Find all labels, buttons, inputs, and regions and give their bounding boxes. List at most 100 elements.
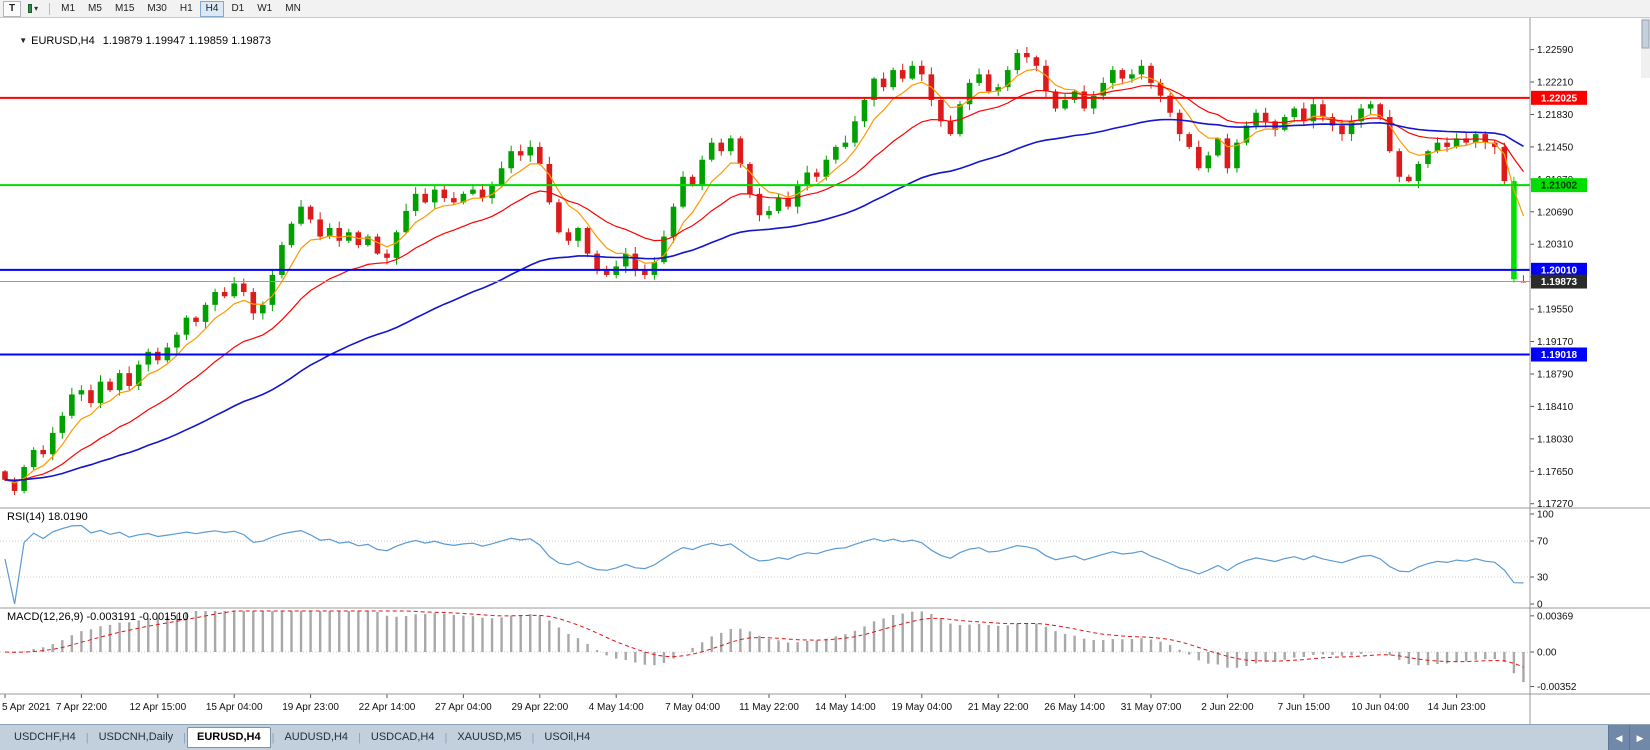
svg-text:19 May 04:00: 19 May 04:00: [891, 702, 952, 713]
tab-usdchf-h4[interactable]: USDCHF,H4: [14, 731, 76, 743]
horizontal-lines-layer[interactable]: [0, 96, 1530, 356]
svg-text:1.20690: 1.20690: [1537, 207, 1574, 218]
tab-separator: |: [444, 731, 448, 744]
svg-text:1.19018: 1.19018: [1541, 350, 1578, 361]
tab-usdcnh-daily[interactable]: USDCNH,Daily: [98, 731, 174, 743]
tab-usoil-h4[interactable]: USOil,H4: [544, 731, 591, 743]
templates-button[interactable]: T: [3, 0, 22, 17]
price-label-1.22025[interactable]: [1531, 90, 1587, 105]
svg-text:26 May 14:00: 26 May 14:00: [1044, 702, 1105, 713]
svg-text:1.22590: 1.22590: [1537, 45, 1574, 56]
svg-text:22 Apr 14:00: 22 Apr 14:00: [359, 702, 416, 713]
vertical-scrollbar-thumb[interactable]: [1641, 19, 1650, 49]
svg-text:7 Apr 22:00: 7 Apr 22:00: [56, 702, 108, 713]
svg-text:1.21830: 1.21830: [1537, 110, 1574, 121]
price-label-1.20010[interactable]: [1531, 262, 1587, 277]
price-labels-layer[interactable]: 1.22025 1.21002 1.20010 1.19018 1.19873: [1531, 90, 1587, 362]
svg-text:1.19550: 1.19550: [1537, 305, 1574, 316]
timeframe-button-m15[interactable]: M15: [109, 1, 140, 17]
svg-text:2 Jun 22:00: 2 Jun 22:00: [1201, 702, 1254, 713]
svg-text:27 Apr 04:00: 27 Apr 04:00: [435, 702, 492, 713]
svg-text:1.20010: 1.20010: [1541, 265, 1578, 276]
tab-scroll-right-button[interactable]: ▶: [1629, 725, 1650, 750]
svg-text:100: 100: [1537, 510, 1554, 521]
timeframe-button-w1[interactable]: W1: [251, 1, 278, 17]
svg-text:1.17650: 1.17650: [1537, 467, 1574, 478]
price-label-1.19018[interactable]: [1531, 347, 1587, 362]
svg-text:1.20310: 1.20310: [1537, 240, 1574, 251]
svg-text:19 Apr 23:00: 19 Apr 23:00: [282, 702, 339, 713]
svg-text:7 Jun 15:00: 7 Jun 15:00: [1278, 702, 1331, 713]
svg-text:1.19873: 1.19873: [1541, 277, 1578, 288]
svg-text:1.21450: 1.21450: [1537, 142, 1574, 153]
tab-scroll-left-button[interactable]: ◀: [1608, 725, 1629, 750]
tab-scroll-arrows: ◀ ▶: [1608, 725, 1650, 750]
timeframe-button-h4[interactable]: H4: [199, 0, 225, 17]
svg-text:11 May 22:00: 11 May 22:00: [739, 702, 799, 713]
svg-text:14 May 14:00: 14 May 14:00: [815, 702, 876, 713]
price-label-1.21002[interactable]: [1531, 178, 1587, 193]
svg-text:4 May 14:00: 4 May 14:00: [589, 702, 644, 713]
candles-layer: [2, 47, 1527, 495]
svg-text:30: 30: [1537, 573, 1549, 584]
chevron-down-icon: ▾: [34, 4, 39, 13]
svg-text:29 Apr 22:00: 29 Apr 22:00: [511, 702, 568, 713]
tab-separator: |: [358, 731, 361, 744]
tab-separator: |: [85, 731, 89, 744]
vertical-scrollbar[interactable]: [1641, 18, 1650, 78]
svg-text:1.18410: 1.18410: [1537, 402, 1574, 413]
svg-text:1.18030: 1.18030: [1537, 434, 1574, 445]
tab-eurusd-h4[interactable]: EURUSD,H4: [187, 727, 271, 748]
tab-xauusd-m5[interactable]: XAUUSD,M5: [457, 731, 522, 743]
rsi-line: [4, 524, 1524, 605]
timeframe-button-m5[interactable]: M5: [82, 1, 108, 17]
candlestick-icon: [28, 4, 33, 13]
svg-text:70: 70: [1537, 537, 1549, 548]
rsi-axis: 100 70 30 0: [0, 510, 1554, 611]
macd-histogram: [13, 611, 1525, 683]
ma-line-fast-ma: [4, 68, 1525, 484]
timeframe-button-m30[interactable]: M30: [141, 1, 172, 17]
timeframe-button-m1[interactable]: M1: [55, 1, 81, 17]
chart-background: [0, 18, 1650, 724]
svg-text:1.19170: 1.19170: [1537, 337, 1574, 348]
tab-separator: |: [531, 731, 535, 744]
svg-text:21 May 22:00: 21 May 22:00: [968, 702, 1029, 713]
svg-text:15 Apr 04:00: 15 Apr 04:00: [206, 702, 263, 713]
svg-text:12 Apr 15:00: 12 Apr 15:00: [129, 702, 186, 713]
tab-separator: |: [183, 731, 187, 744]
svg-text:0.00369: 0.00369: [1537, 611, 1574, 622]
svg-text:-0.00352: -0.00352: [1537, 682, 1577, 693]
svg-text:1.21002: 1.21002: [1541, 181, 1578, 192]
ma-line-slow-ma: [4, 118, 1524, 482]
tab-usdcad-h4[interactable]: USDCAD,H4: [370, 731, 435, 743]
svg-text:10 Jun 04:00: 10 Jun 04:00: [1351, 702, 1409, 713]
svg-text:7 May 04:00: 7 May 04:00: [665, 702, 720, 713]
current-price-label: [1531, 274, 1587, 289]
timeframe-button-d1[interactable]: D1: [225, 1, 250, 17]
svg-text:31 May 07:00: 31 May 07:00: [1121, 702, 1182, 713]
timeframe-toolbar: T ▾ M1 M5 M15 M30 H1 H4 D1 W1 MN: [0, 0, 1650, 18]
moving-averages-layer: [4, 68, 1525, 484]
timeframe-button-h1[interactable]: H1: [174, 1, 199, 17]
ma-line-medium-ma: [4, 84, 1524, 482]
svg-text:0: 0: [1537, 600, 1543, 611]
svg-text:0.00: 0.00: [1537, 648, 1557, 659]
chart-tab-bar: USDCHF,H4 | USDCNH,Daily | EURUSD,H4 | A…: [0, 724, 1650, 750]
svg-text:1.18790: 1.18790: [1537, 369, 1574, 380]
svg-text:1.22025: 1.22025: [1541, 93, 1578, 104]
panel-separators: [0, 18, 1650, 724]
macd-signal-line: [4, 610, 1524, 668]
chart-canvas[interactable]: 1.225901.222101.218301.214501.210701.206…: [0, 18, 1650, 724]
tab-separator: |: [271, 731, 275, 744]
tab-audusd-h4[interactable]: AUDUSD,H4: [284, 731, 349, 743]
chart-type-dropdown-button[interactable]: ▾: [22, 1, 44, 17]
time-axis: 5 Apr 2021 7 Apr 22:00 12 Apr 15:00 15 Apr …: [2, 694, 1486, 713]
timeframe-button-mn[interactable]: MN: [279, 1, 307, 17]
toolbar-separator: [49, 2, 51, 15]
svg-text:5 Apr 2021: 5 Apr 2021: [2, 702, 51, 713]
svg-text:14 Jun 23:00: 14 Jun 23:00: [1428, 702, 1486, 713]
svg-text:1.17270: 1.17270: [1537, 499, 1574, 510]
svg-text:1.22210: 1.22210: [1537, 78, 1574, 89]
